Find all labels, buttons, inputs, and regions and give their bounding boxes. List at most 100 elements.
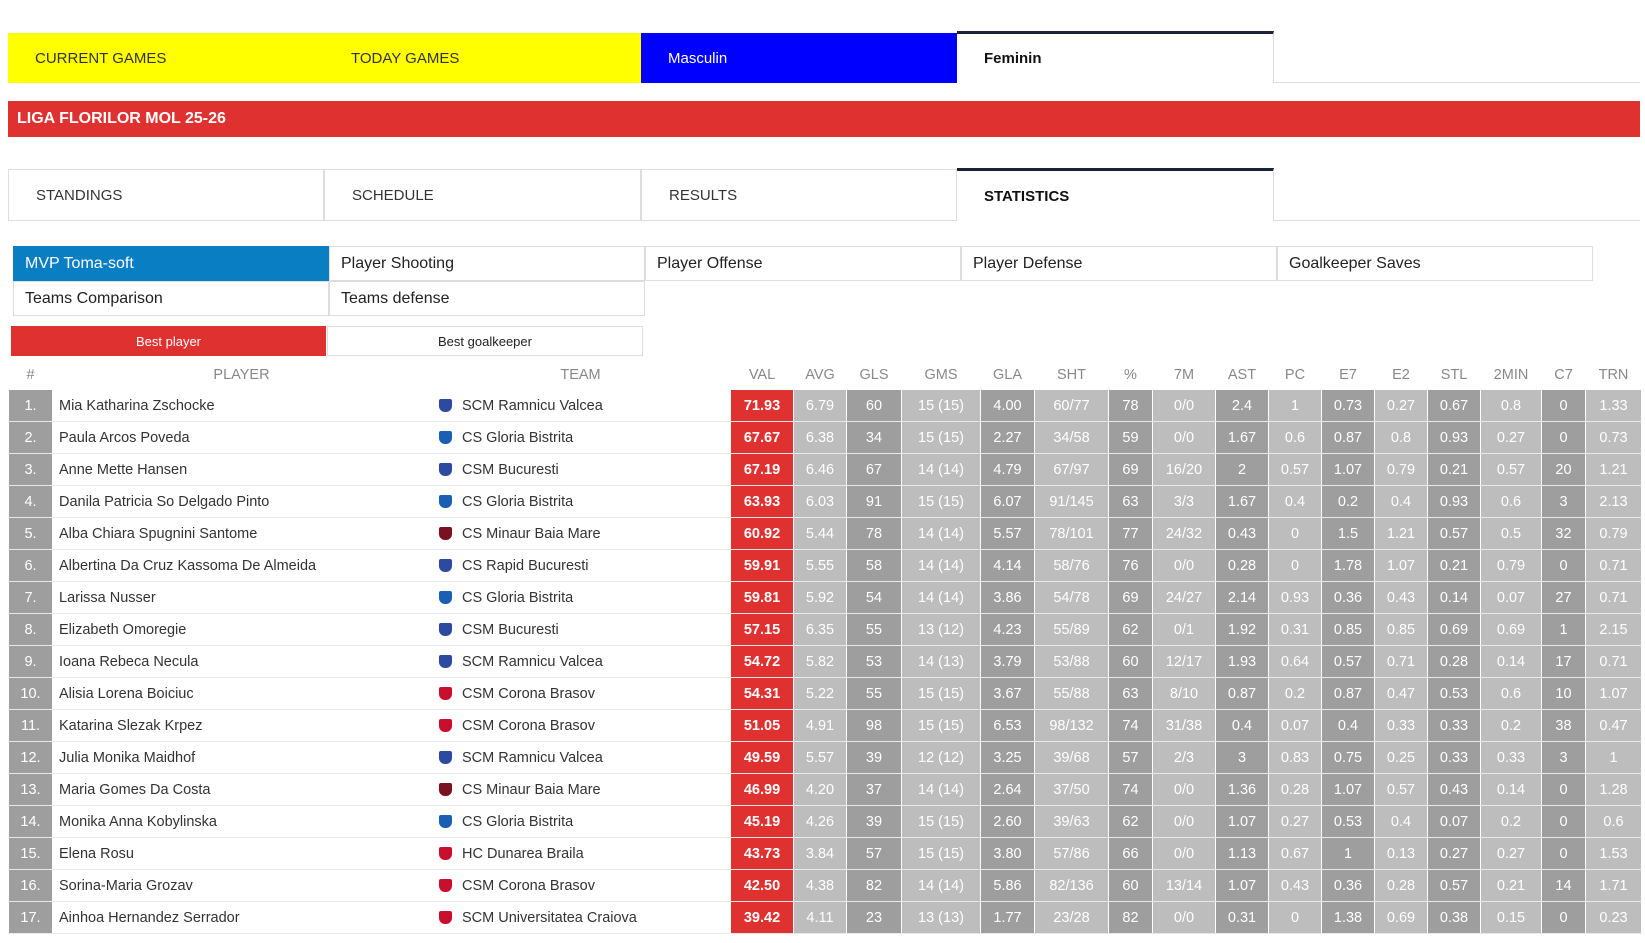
cell: SCM Ramnicu Valcea — [430, 741, 731, 774]
cell: 0.31 — [1268, 613, 1322, 646]
team-name: CS Gloria Bistrita — [462, 493, 574, 510]
tab-baseline — [1274, 82, 1640, 83]
stat-tab-active[interactable]: MVP Toma-soft — [13, 246, 329, 281]
cell: Albertina Da Cruz Kassoma De Almeida — [52, 549, 431, 582]
cell: 27 — [1541, 581, 1586, 614]
team-name: CSM Corona Brasov — [462, 717, 595, 734]
team-name: SCM Ramnicu Valcea — [462, 397, 603, 414]
cell: 54/78 — [1034, 581, 1109, 614]
cell: 4.26 — [793, 805, 847, 838]
cell: 76 — [1108, 549, 1153, 582]
cell: Paula Arcos Poveda — [52, 421, 431, 454]
cell: 5.44 — [793, 517, 847, 550]
cell: 45.19 — [730, 805, 794, 838]
cell: 0.64 — [1268, 645, 1322, 678]
cell: 1.07 — [1215, 869, 1269, 902]
cell: 60 — [1108, 869, 1153, 902]
cell: 2.4 — [1215, 389, 1269, 422]
cell: 0.85 — [1374, 613, 1428, 646]
cell: Elena Rosu — [52, 837, 431, 870]
nav-tab-active[interactable]: Feminin — [957, 31, 1274, 83]
cell: 0.5 — [1480, 517, 1542, 550]
cell: 0.8 — [1480, 389, 1542, 422]
cell: 3.25 — [980, 741, 1035, 774]
cell: 3 — [1215, 741, 1269, 774]
stat-tab[interactable]: Teams Comparison — [13, 281, 329, 316]
cell: 20 — [1541, 453, 1586, 486]
stat-tab[interactable]: Teams defense — [329, 281, 645, 316]
cell: 14 (14) — [901, 869, 981, 902]
team-logo — [439, 398, 452, 412]
cell: 0.71 — [1374, 645, 1428, 678]
cell: 54.72 — [730, 645, 794, 678]
cell: 0.4 — [1374, 805, 1428, 838]
cell: 13. — [8, 773, 53, 806]
cell: 9. — [8, 645, 53, 678]
cell: Anne Mette Hansen — [52, 453, 431, 486]
cell: 1. — [8, 389, 53, 422]
toggle-active[interactable]: Best player — [11, 326, 326, 356]
cell: 0 — [1268, 549, 1322, 582]
cell: 13 (12) — [901, 613, 981, 646]
cell: 2.14 — [1215, 581, 1269, 614]
cell: 39.42 — [730, 901, 794, 934]
cell: 3 — [1541, 485, 1586, 518]
cell: CS Gloria Bistrita — [430, 485, 731, 518]
cell: 15 (15) — [901, 421, 981, 454]
toggle[interactable]: Best goalkeeper — [327, 326, 643, 356]
cell: 59.91 — [730, 549, 794, 582]
cell: 0.83 — [1268, 741, 1322, 774]
cell: 2. — [8, 421, 53, 454]
cell: 67 — [846, 453, 902, 486]
header-row: # PLAYER TEAM VAL AVG GLS GMS GLA SHT% 7M AST PC E7 E… — [9, 360, 1642, 390]
cell: 0.67 — [1427, 389, 1481, 422]
cell: 1.78 — [1321, 549, 1375, 582]
cell: 4.79 — [980, 453, 1035, 486]
cell: 0.8 — [1374, 421, 1428, 454]
cell: 0.47 — [1585, 709, 1642, 742]
cell: 69 — [1108, 453, 1153, 486]
cell: 2.64 — [980, 773, 1035, 806]
stat-tab[interactable]: Player Shooting — [329, 246, 645, 281]
cell: Ainhoa Hernandez Serrador — [52, 901, 431, 934]
team-logo — [439, 430, 452, 444]
section-tab-active[interactable]: STATISTICS — [957, 168, 1274, 221]
cell: 0.07 — [1480, 581, 1542, 614]
cell: 1.21 — [1585, 453, 1642, 486]
section-tab[interactable]: SCHEDULE — [324, 169, 641, 221]
stat-tab[interactable]: Player Offense — [645, 246, 961, 281]
cell: 0.57 — [1427, 869, 1481, 902]
stat-tab[interactable]: Player Defense — [961, 246, 1277, 281]
cell: CSM Corona Brasov — [430, 709, 731, 742]
nav-tab[interactable]: TODAY GAMES — [324, 33, 641, 83]
team-name: CSM Bucuresti — [462, 621, 559, 638]
section-tab[interactable]: RESULTS — [641, 169, 957, 221]
stat-tab[interactable]: Goalkeeper Saves — [1277, 246, 1593, 281]
team-name: CS Rapid Bucuresti — [462, 557, 589, 574]
cell: 0.4 — [1321, 709, 1375, 742]
cell: 0.71 — [1585, 581, 1642, 614]
nav-tab[interactable]: CURRENT GAMES — [8, 33, 324, 83]
cell: 4.23 — [980, 613, 1035, 646]
cell: Alisia Lorena Boiciuc — [52, 677, 431, 710]
nav-tab[interactable]: Masculin — [641, 33, 957, 83]
cell: 1.67 — [1215, 485, 1269, 518]
cell: 0.47 — [1374, 677, 1428, 710]
cell: 14 (13) — [901, 645, 981, 678]
column-header: GMS — [924, 366, 958, 383]
column-header: PC — [1284, 366, 1306, 383]
cell: 1.92 — [1215, 613, 1269, 646]
cell: 0 — [1541, 389, 1586, 422]
cell: 63 — [1108, 485, 1153, 518]
cell: 0.27 — [1374, 389, 1428, 422]
section-tab[interactable]: STANDINGS — [8, 169, 324, 221]
cell: 0.87 — [1321, 421, 1375, 454]
team-name: SCM Ramnicu Valcea — [462, 749, 603, 766]
cell: 0.13 — [1374, 837, 1428, 870]
cell: 0.43 — [1374, 581, 1428, 614]
cell: 0.14 — [1480, 773, 1542, 806]
cell: Mia Katharina Zschocke — [52, 389, 431, 422]
cell: 4.38 — [793, 869, 847, 902]
team-logo — [439, 558, 452, 572]
cell: 0.93 — [1427, 421, 1481, 454]
